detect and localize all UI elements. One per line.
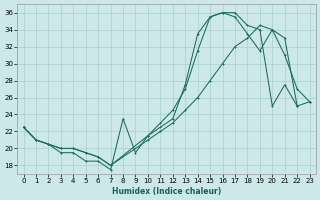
X-axis label: Humidex (Indice chaleur): Humidex (Indice chaleur) — [112, 187, 221, 196]
